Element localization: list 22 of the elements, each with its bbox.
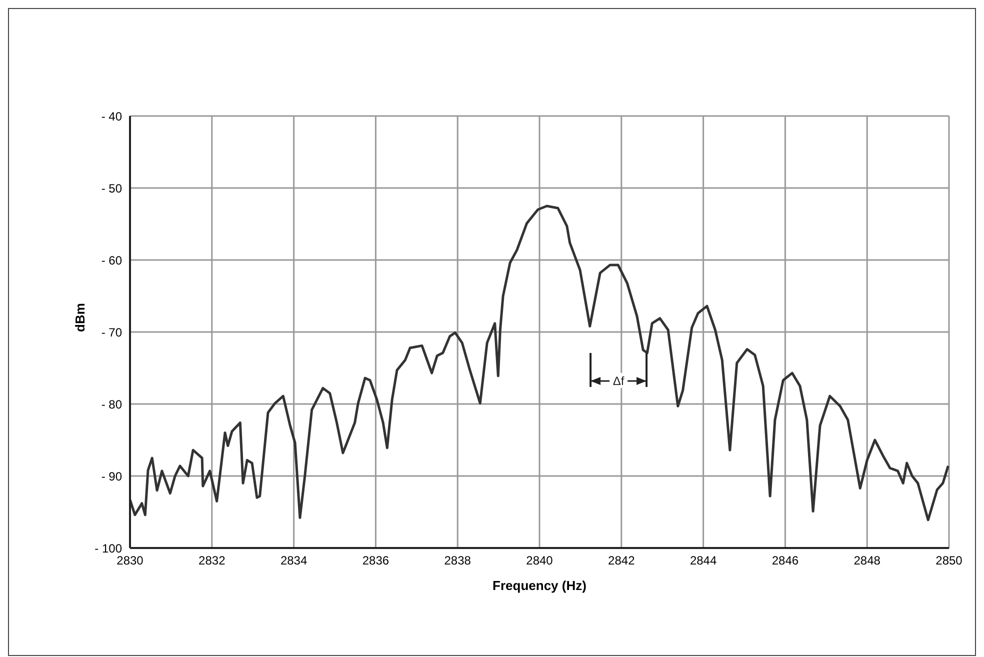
x-tick-label: 2830 <box>116 554 144 568</box>
x-tick-label: 2842 <box>608 554 636 568</box>
y-tick-label: - 40 <box>101 109 122 124</box>
y-tick-label: - 60 <box>101 253 122 268</box>
y-tick-label: - 80 <box>101 397 122 412</box>
x-tick-label: 2838 <box>444 554 472 568</box>
line-series <box>130 204 949 522</box>
y-tick-label: - 100 <box>94 541 122 556</box>
y-tick-label: - 90 <box>101 469 122 484</box>
x-tick-label: 2848 <box>854 554 881 568</box>
x-tick-label: 2834 <box>280 554 308 568</box>
y-tick-label: - 50 <box>101 181 122 196</box>
x-tick-label: 2844 <box>690 554 717 568</box>
x-axis-title: Frequency (Hz) <box>492 578 586 593</box>
annotation: Δf <box>612 374 625 388</box>
x-tick-label: 2846 <box>772 554 799 568</box>
x-tick-label: 2840 <box>526 554 554 568</box>
x-tick-label: 2832 <box>198 554 226 568</box>
x-tick-label: 2836 <box>362 554 390 568</box>
y-axis-title: dBm <box>72 303 88 332</box>
x-tick-label: 2850 <box>936 554 963 568</box>
y-tick-label: - 70 <box>101 325 122 340</box>
